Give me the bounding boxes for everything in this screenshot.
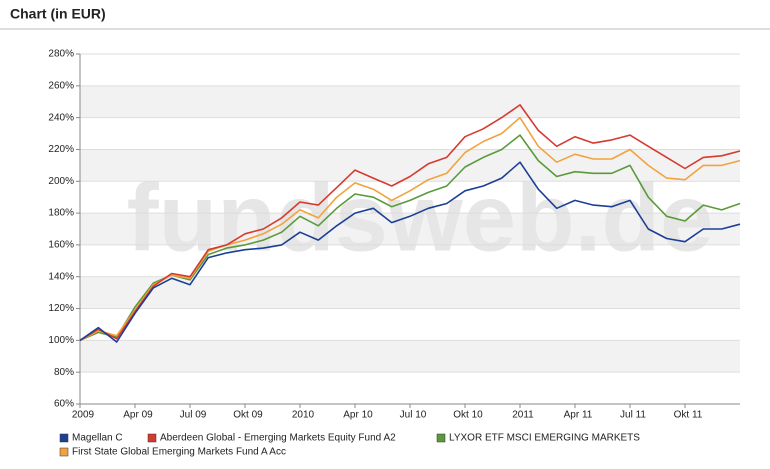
x-tick-label: Jul 11 (620, 410, 646, 421)
x-tick-label: Okt 11 (674, 410, 703, 421)
legend-label: Magellan C (72, 433, 123, 444)
y-tick-label: 200% (48, 176, 74, 187)
y-tick-label: 80% (54, 367, 74, 378)
y-tick-label: 120% (48, 303, 74, 314)
x-tick-label: Apr 11 (564, 410, 593, 421)
band (80, 276, 740, 309)
series-line (79, 134, 741, 342)
x-tick-label: Apr 09 (123, 410, 153, 421)
legend-swatch (59, 447, 69, 457)
y-tick-label: 260% (48, 80, 74, 91)
y-tick-label: 180% (48, 208, 74, 219)
x-tick-label: Jul 10 (400, 410, 427, 421)
y-tick-label: 100% (48, 335, 74, 346)
x-tick-label: 2009 (72, 410, 95, 421)
legend-label: Aberdeen Global - Emerging Markets Equit… (160, 433, 396, 444)
band (80, 340, 740, 373)
legend-swatch (59, 433, 69, 443)
x-tick-label: 2010 (292, 410, 315, 421)
series-line (79, 104, 741, 342)
y-tick-label: 220% (48, 144, 74, 155)
y-tick-label: 140% (48, 271, 74, 282)
band (80, 85, 740, 118)
legend-swatch (436, 433, 446, 443)
x-tick-label: Okt 10 (453, 410, 483, 421)
x-tick-label: 2011 (512, 410, 534, 421)
y-tick-label: 60% (54, 399, 74, 410)
y-tick-label: 280% (48, 49, 74, 60)
series-line (79, 116, 741, 342)
legend-label: First State Global Emerging Markets Fund… (72, 447, 286, 458)
band (80, 213, 740, 245)
x-tick-label: Okt 09 (233, 410, 263, 421)
x-tick-label: Jul 09 (180, 410, 207, 421)
y-tick-label: 240% (48, 112, 74, 123)
legend-swatch (147, 433, 157, 443)
y-tick-label: 160% (48, 240, 74, 251)
chart-title: Chart (in EUR) (10, 6, 106, 22)
legend-label: LYXOR ETF MSCI EMERGING MARKETS (449, 433, 640, 444)
x-tick-label: Apr 10 (343, 410, 373, 421)
series-line (79, 161, 741, 343)
